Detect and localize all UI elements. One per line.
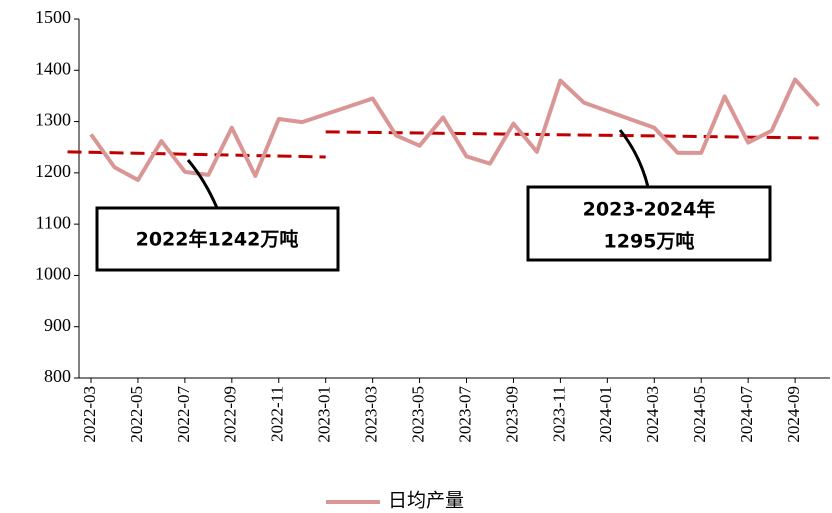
x-tick-label: 2024-05 [690,386,709,443]
annotation: 1295万吨 [604,230,695,253]
x-tick-label: 2022-07 [174,386,193,443]
x-tick-label: 2023-11 [549,386,568,442]
annotation: 2023-2024年 [583,198,716,221]
x-tick-label: 2022-03 [80,386,99,443]
plot: 800 900 1000 1100 1200 1300 1400 1500 2022-03 202… [35,7,830,443]
x-tick-label: 2023-09 [502,386,521,443]
series-line [89,77,821,183]
annotation: 2022年1242万吨 [136,228,299,251]
annotation-pointer [186,159,219,209]
x-tick-label: 2022-09 [221,386,240,443]
x-tick-label: 2023-01 [315,386,334,443]
y-tick-label: 1100 [36,212,71,232]
x-tick-label: 2024-03 [643,386,662,443]
x-tick-label: 2022-11 [268,386,287,442]
annotation-box [95,206,340,272]
x-tick-label: 2023-05 [408,386,427,443]
y-tick-label: 1400 [35,58,71,78]
annotation-pointer [618,129,650,188]
x-tick-label: 2024-07 [737,386,756,443]
x-tick-label: 2024-01 [596,386,615,443]
annotation-box [526,185,772,262]
trend-line [325,130,819,140]
x-tick-label: 2022-05 [127,386,146,443]
y-tick-label: 1500 [35,7,71,27]
y-tick-label: 1000 [35,264,71,284]
x-tick-label: 2024-09 [784,386,803,443]
y-tick-label: 1200 [35,161,71,181]
trend-line [67,150,326,159]
y-tick-label: 800 [44,366,71,386]
legend-label: 日均产量 [388,490,464,512]
x-tick-label: 2023-03 [362,386,381,443]
y-tick-label: 1300 [35,110,71,130]
x-tick-label: 2023-07 [455,386,474,443]
y-tick-label: 900 [44,315,71,335]
